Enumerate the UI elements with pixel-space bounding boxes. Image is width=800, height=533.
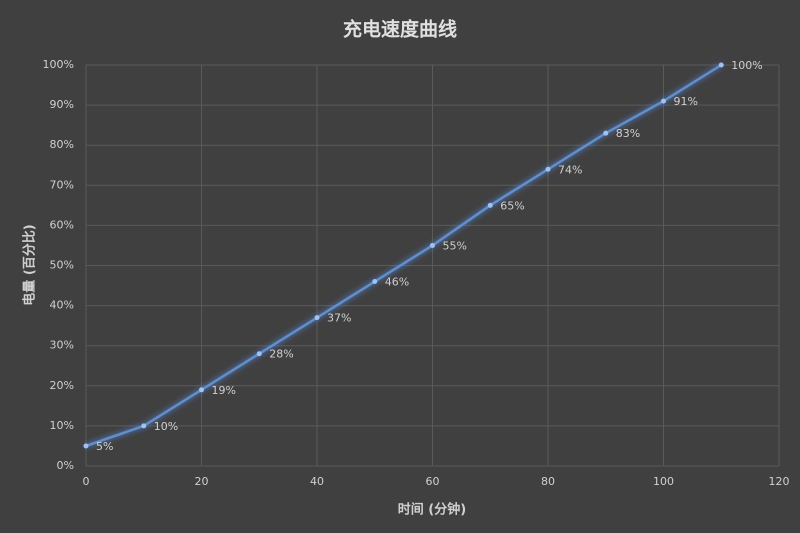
data-label: 28%: [269, 348, 293, 361]
y-tick-label: 60%: [50, 218, 74, 231]
x-tick-label: 20: [195, 475, 209, 488]
data-point: [718, 62, 724, 68]
data-point: [430, 242, 435, 248]
data-label: 19%: [212, 384, 236, 397]
y-tick-label: 40%: [50, 299, 74, 312]
data-label: 10%: [154, 420, 178, 433]
y-tick-label: 80%: [50, 138, 74, 151]
data-label: 37%: [327, 312, 351, 325]
data-label: 91%: [674, 95, 698, 108]
y-tick-label: 30%: [50, 339, 74, 352]
data-point: [83, 443, 89, 449]
data-label: 83%: [616, 127, 640, 140]
data-point: [545, 166, 551, 172]
y-tick-label: 50%: [50, 259, 74, 272]
data-point: [603, 130, 609, 136]
y-tick-label: 0%: [57, 459, 74, 472]
x-tick-label: 100: [653, 475, 674, 488]
x-tick-label: 0: [83, 475, 90, 488]
data-point: [314, 315, 320, 321]
data-point: [372, 279, 378, 285]
x-tick-label: 60: [426, 475, 440, 488]
y-tick-label: 100%: [43, 58, 74, 71]
data-label: 5%: [96, 440, 113, 453]
x-tick-label: 40: [310, 475, 324, 488]
data-point: [661, 98, 666, 104]
data-label: 74%: [558, 163, 582, 176]
y-tick-label: 90%: [50, 98, 74, 111]
data-label: 100%: [731, 59, 762, 72]
x-axis-label: 时间 (分钟): [398, 502, 466, 518]
y-axis-label: 电量 (百分比): [22, 224, 38, 305]
chart-title: 充电速度曲线: [343, 18, 457, 41]
data-label: 65%: [500, 199, 524, 212]
y-tick-label: 20%: [50, 379, 74, 392]
y-tick-label: 10%: [50, 419, 74, 432]
data-point: [199, 387, 204, 393]
data-point: [256, 351, 262, 357]
data-label: 46%: [385, 276, 409, 289]
x-tick-label: 120: [769, 475, 790, 488]
data-line: [85, 63, 722, 448]
data-label: 55%: [443, 239, 467, 252]
x-tick-label: 80: [541, 475, 555, 488]
data-point: [487, 202, 493, 208]
data-point: [141, 423, 147, 429]
y-tick-label: 70%: [50, 178, 74, 191]
